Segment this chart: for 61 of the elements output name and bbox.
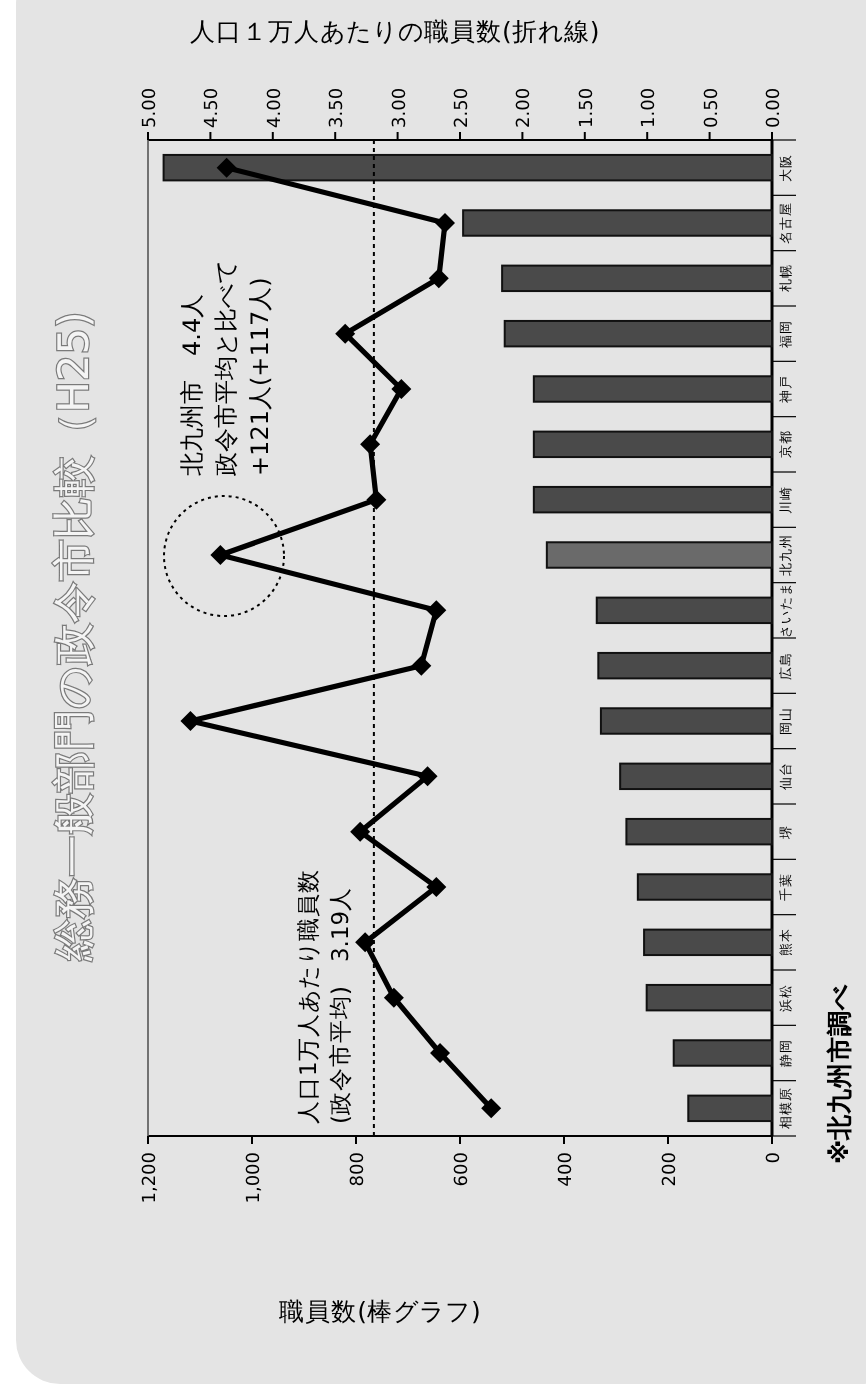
x-tick-label: 800: [349, 1151, 369, 1187]
point: [216, 157, 237, 178]
x2-tick-label: 3.50: [328, 87, 349, 128]
point: [383, 987, 404, 1008]
bar: [599, 707, 773, 735]
x2-tick-label: 4.50: [203, 87, 224, 128]
bar: [532, 430, 773, 459]
point: [426, 600, 447, 621]
point: [428, 268, 449, 289]
point: [355, 932, 376, 953]
x-tick-label: 400: [557, 1151, 577, 1187]
ref-line-label: 人口1万人あたり職員数 (政令市平均) 3.19人: [293, 869, 354, 1124]
x2-tick-label: 0.00: [765, 87, 785, 128]
bar: [595, 596, 773, 625]
point: [481, 1098, 502, 1119]
bar: [672, 1039, 773, 1067]
bar: [503, 319, 773, 348]
x2-tick-label: 3.00: [390, 87, 411, 128]
bar: [532, 375, 773, 403]
x2-tick-label: 2.50: [453, 87, 473, 128]
x-tick-label: 200: [661, 1151, 681, 1187]
point: [210, 545, 231, 565]
point: [350, 821, 371, 842]
point: [435, 213, 456, 233]
bar: [636, 873, 773, 901]
point: [360, 434, 381, 455]
text: 総務一般部門の政令市比較（H25): [50, 311, 98, 963]
bar: [162, 153, 773, 182]
point: [335, 323, 356, 344]
bar: [687, 1094, 773, 1123]
bar: [545, 541, 773, 569]
x2-tick-label: 0.50: [702, 87, 723, 128]
x2-tick-label: 1.50: [577, 87, 598, 128]
bar: [645, 983, 773, 1012]
x-tick-label: 600: [453, 1151, 473, 1187]
x2-axis-title: 人口１万人あたりの職員数(折れ線): [190, 16, 600, 46]
bar: [532, 485, 773, 514]
annotation: 北九州市 4.4人: [178, 293, 206, 476]
x2-tick-label: 4.00: [265, 87, 286, 128]
point: [430, 1043, 451, 1063]
x-tick-label: 1,200: [141, 1151, 161, 1204]
annotation: +121人(+117人): [246, 277, 274, 476]
bar: [625, 817, 773, 846]
point: [366, 489, 387, 510]
point: [391, 379, 412, 399]
bar: [501, 264, 773, 293]
text: ※北九州市調べ: [824, 981, 854, 1164]
point: [417, 766, 438, 787]
x-tick-label: 0: [765, 1151, 785, 1164]
x-tick-label: 1,000: [245, 1151, 265, 1204]
x2-tick-label: 5.00: [141, 87, 161, 128]
point: [411, 655, 432, 676]
bar: [643, 928, 773, 957]
x-axis-title: 職員数(棒グラフ): [279, 1296, 481, 1326]
x2-tick-label: 2.00: [515, 87, 536, 128]
point: [426, 877, 447, 897]
bar: [619, 762, 773, 791]
x2-tick-label: 1.00: [640, 87, 661, 128]
bar: [597, 651, 773, 680]
bar: [462, 209, 773, 237]
annotation: 政令市平均と比べて: [212, 260, 240, 476]
